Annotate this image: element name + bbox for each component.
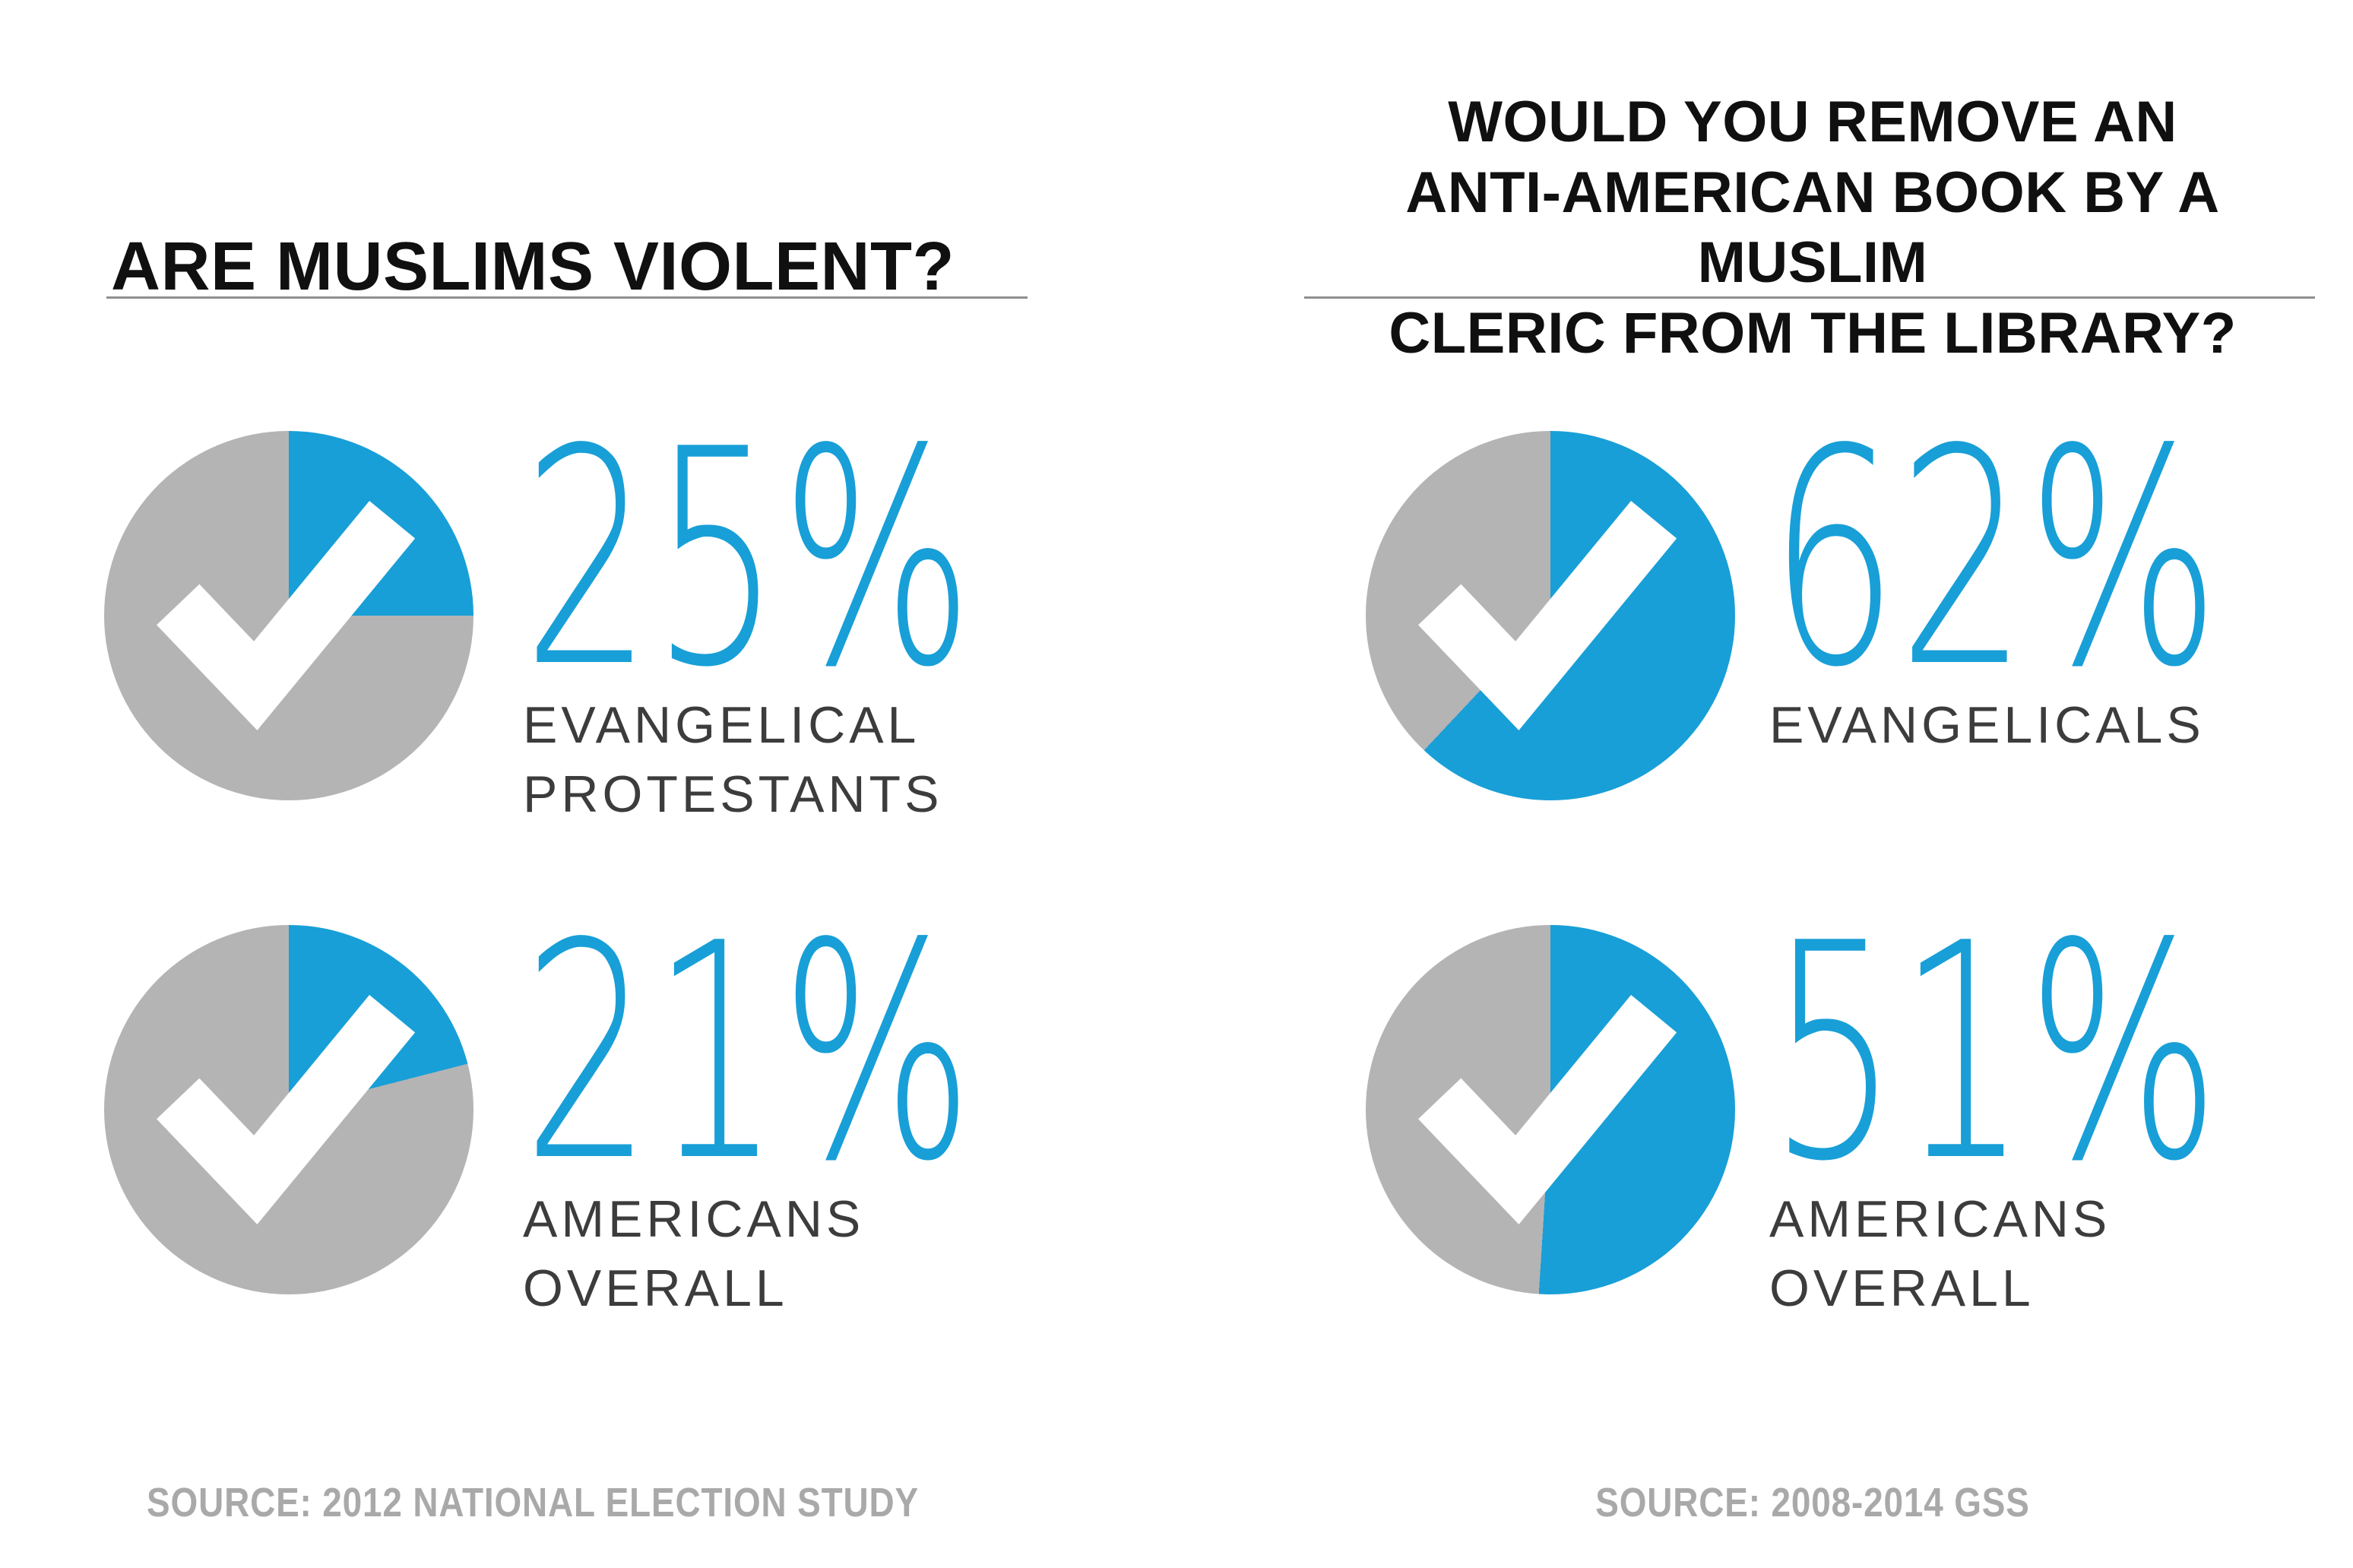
- pie-chart-evangelicals: [1366, 431, 1735, 800]
- stat-label-line: PROTESTANTS: [523, 765, 943, 823]
- stat-label-line: OVERALL: [523, 1259, 788, 1317]
- checkmark-icon: [157, 500, 416, 730]
- pie-chart-americans-overall-right: [1366, 925, 1735, 1294]
- stat-block: 51% AMERICANS OVERALL: [1769, 880, 2353, 1323]
- checkmark-icon: [1418, 500, 1677, 730]
- source-caption: SOURCE: 2008-2014 GSS: [1595, 1480, 2030, 1525]
- stat-value: 51%: [1769, 880, 2220, 1227]
- title-line: WOULD YOU REMOVE AN: [1448, 89, 2177, 154]
- panel-title: WOULD YOU REMOVE AN ANTI-AMERICAN BOOK B…: [1292, 87, 2333, 369]
- stat-value: 21%: [523, 880, 974, 1227]
- stat-label: EVANGELICALS: [1769, 691, 2353, 759]
- stat-label-line: AMERICANS: [1769, 1190, 2111, 1249]
- stat-value: 62%: [1769, 386, 2220, 733]
- title-line: ARE MUSLIMS VIOLENT?: [111, 229, 955, 306]
- title-line: ANTI-AMERICAN BOOK BY A MUSLIM: [1405, 160, 2220, 296]
- pie-chart-americans-overall-left: [104, 925, 473, 1294]
- title-line: CLERIC FROM THE LIBRARY?: [1389, 301, 2237, 366]
- stat-label: AMERICANS OVERALL: [1769, 1185, 2353, 1323]
- stat-block: 21% AMERICANS OVERALL: [523, 880, 1185, 1323]
- title-divider: [106, 296, 1028, 299]
- stat-label-line: EVANGELICAL: [523, 696, 920, 755]
- pie-chart-evangelical-protestants: [104, 431, 473, 800]
- stat-block: 62% EVANGELICALS: [1769, 386, 2353, 760]
- stat-label-line: EVANGELICALS: [1769, 696, 2205, 755]
- stat-block: 25% EVANGELICAL PROTESTANTS: [523, 386, 1185, 828]
- title-divider: [1304, 296, 2315, 299]
- panel-title: ARE MUSLIMS VIOLENT?: [73, 230, 993, 305]
- stat-label-line: OVERALL: [1769, 1259, 2035, 1317]
- stat-label: EVANGELICAL PROTESTANTS: [523, 691, 1185, 828]
- checkmark-icon: [1418, 994, 1677, 1224]
- stat-value: 25%: [523, 386, 974, 733]
- source-caption: SOURCE: 2012 NATIONAL ELECTION STUDY: [147, 1480, 919, 1525]
- stat-label-line: AMERICANS: [523, 1190, 865, 1249]
- stat-label: AMERICANS OVERALL: [523, 1185, 1185, 1323]
- checkmark-icon: [157, 994, 416, 1224]
